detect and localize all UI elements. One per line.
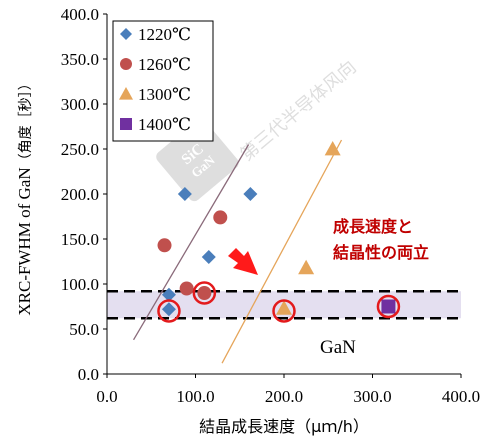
x-tick-label: 100.0 — [176, 387, 214, 406]
data-point — [161, 302, 176, 317]
highlight-circle — [376, 294, 401, 319]
y-tick-label: 50.0 — [69, 320, 99, 339]
y-axis-label-main: XRC-FWHM of GaN — [15, 167, 34, 315]
legend-marker — [120, 28, 132, 40]
data-point — [324, 141, 341, 156]
axis-labels-layer: 結晶成長速度（μｍ/h） XRC-FWHM of GaN（角度［秒］） — [15, 76, 369, 436]
points-layer — [157, 141, 396, 317]
x-tick-label: 200.0 — [265, 387, 303, 406]
annotation-text: 成長速度と — [333, 217, 413, 236]
legend-marker — [119, 87, 133, 100]
y-tick-label: 350.0 — [61, 50, 99, 69]
trend-line — [221, 139, 343, 364]
y-tick-label: 100.0 — [61, 275, 99, 294]
data-point — [243, 187, 258, 201]
legend-marker — [120, 58, 132, 70]
y-tick-label: 0.0 — [78, 365, 99, 384]
annotation-text: 結晶性の両立 — [333, 243, 429, 262]
highlight-circle — [157, 299, 181, 323]
data-point — [197, 286, 212, 300]
legend: 1220℃ 1260℃ 1300℃ 1400℃ — [112, 20, 214, 142]
trend-lines-layer — [132, 139, 343, 364]
arrow-icon — [228, 248, 258, 275]
x-tick-label: 300.0 — [353, 387, 391, 406]
data-point — [179, 281, 194, 296]
y-tick-label: 200.0 — [61, 185, 99, 204]
trend-line — [132, 144, 250, 341]
y-tick-label: 300.0 — [61, 95, 99, 114]
y-tick-label: 400.0 — [61, 5, 99, 24]
watermark-text: 第三代半导体风向 — [237, 57, 361, 166]
legend-label: 1260℃ — [138, 55, 191, 74]
axes-layer: 0.0 50.0 100.0 150.0 200.0 250.0 300.0 350.0 400… — [61, 5, 480, 406]
highlight-circle — [272, 299, 296, 323]
highlight-circle — [192, 281, 217, 305]
data-point — [276, 300, 292, 315]
data-point — [381, 299, 396, 314]
data-point — [213, 210, 228, 225]
data-point — [157, 238, 172, 253]
y-tick-label: 250.0 — [61, 140, 99, 159]
legend-label: 1300℃ — [138, 85, 191, 104]
legend-label: 1220℃ — [138, 25, 191, 44]
x-axis-label: 結晶成長速度（μｍ/h） — [199, 417, 369, 436]
x-tick-label: 400.0 — [442, 387, 480, 406]
y-axis-label-unit: （角度［秒］） — [18, 76, 34, 167]
legend-marker — [120, 118, 132, 130]
data-point — [161, 287, 176, 302]
band-label: GaN — [320, 337, 356, 358]
data-point — [298, 259, 315, 275]
y-tick-label: 150.0 — [61, 230, 99, 249]
legend-label: 1400℃ — [138, 115, 191, 134]
x-tick-label: 0.0 — [96, 387, 117, 406]
highlight-circles-layer — [157, 281, 401, 323]
data-point — [201, 250, 216, 264]
data-point — [177, 187, 192, 201]
y-axis-label: XRC-FWHM of GaN（角度［秒］） — [15, 76, 34, 315]
